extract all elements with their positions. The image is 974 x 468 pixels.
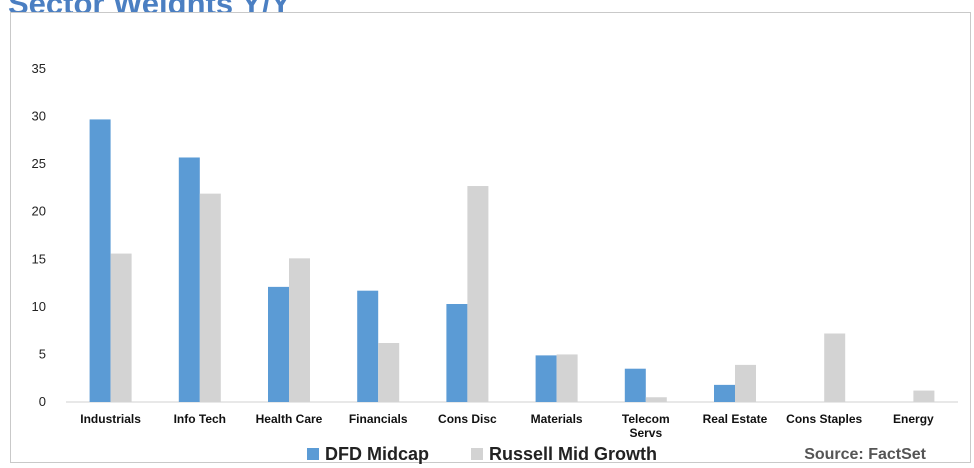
legend-item-russell-mid-growth: Russell Mid Growth [471, 444, 657, 465]
bar-russell-mid-growth [645, 397, 667, 402]
bar-russell-mid-growth [913, 390, 935, 402]
bar-russell-mid-growth [110, 253, 132, 402]
legend-swatch-russell-mid-growth [471, 448, 484, 460]
bar-dfd-midcap [178, 157, 200, 402]
chart-frame [10, 12, 971, 463]
bar-dfd-midcap [89, 119, 111, 402]
bar-russell-mid-growth [289, 258, 310, 402]
bar-russell-mid-growth [824, 333, 846, 402]
bar-russell-mid-growth [467, 186, 489, 402]
x-category-label: Real Estate [703, 412, 768, 426]
legend-item-dfd-midcap: DFD Midcap [307, 444, 429, 465]
x-category-label: Info Tech [174, 412, 226, 426]
y-tick-label: 25 [32, 156, 46, 171]
bar-dfd-midcap [535, 355, 557, 402]
legend: DFD Midcap Russell Mid Growth [307, 440, 699, 468]
x-category-label: Industrials [80, 412, 141, 426]
x-category-label: Telecom [622, 412, 670, 426]
x-category-label-line2: Servs [629, 426, 662, 440]
legend-swatch-dfd-midcap [307, 448, 319, 460]
bar-dfd-midcap [357, 290, 379, 402]
bar-russell-mid-growth [378, 343, 400, 402]
y-tick-label: 20 [32, 204, 46, 219]
bar-dfd-midcap [714, 384, 735, 402]
y-tick-label: 30 [32, 109, 46, 124]
x-category-label: Cons Disc [438, 412, 497, 426]
y-tick-label: 5 [39, 346, 46, 361]
bar-russell-mid-growth [735, 364, 756, 402]
x-category-label: Energy [893, 412, 934, 426]
legend-label-dfd-midcap: DFD Midcap [325, 443, 430, 464]
y-tick-label: 15 [32, 251, 46, 266]
bar-dfd-midcap [624, 368, 646, 402]
legend-label-russell-mid-growth: Russell Mid Growth [489, 443, 658, 464]
y-tick-label: 10 [32, 299, 46, 314]
source-note: Source: FactSet [804, 446, 926, 463]
bar-dfd-midcap [268, 286, 289, 402]
y-tick-label: 35 [32, 61, 46, 76]
bar-russell-mid-growth [556, 354, 578, 402]
bar-dfd-midcap [446, 304, 468, 402]
x-category-label: Financials [349, 412, 408, 426]
x-category-label: Materials [531, 412, 583, 426]
x-category-label: Cons Staples [786, 412, 862, 426]
x-category-label: Health Care [256, 412, 323, 426]
y-tick-label: 0 [39, 394, 46, 409]
bar-russell-mid-growth [199, 193, 221, 402]
